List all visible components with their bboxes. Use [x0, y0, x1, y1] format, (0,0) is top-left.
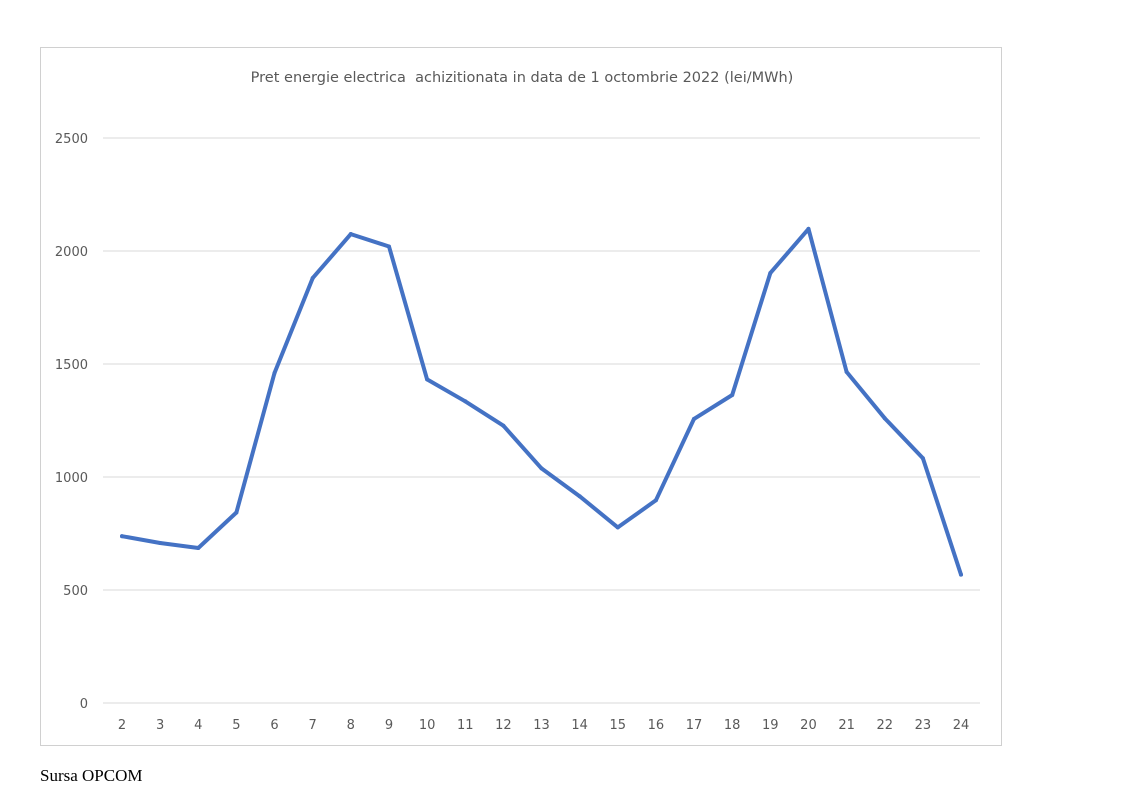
x-axis-tick-labels: 2 3 4 5 6 7 8 9 10 11 12 13 14 15 16 17 18 19 20 21 22 23 24: [118, 718, 969, 733]
chart-title: Pret energie electrica achizitionata in …: [251, 70, 794, 86]
data-point: [425, 377, 430, 382]
x-tick-label: 2: [118, 718, 126, 733]
x-tick-label: 15: [609, 718, 626, 733]
data-point: [234, 510, 239, 515]
data-point: [844, 369, 849, 374]
data-point: [882, 416, 887, 421]
data-point: [120, 534, 124, 539]
data-point: [577, 494, 582, 499]
data-point: [730, 392, 735, 397]
data-point: [272, 371, 277, 376]
data-point: [463, 399, 468, 404]
data-point: [959, 572, 963, 577]
y-tick-label: 2500: [55, 132, 88, 147]
x-tick-label: 23: [915, 718, 932, 733]
x-tick-label: 11: [457, 718, 474, 733]
x-tick-label: 16: [648, 718, 665, 733]
x-tick-label: 4: [194, 718, 202, 733]
series-line: [120, 226, 963, 577]
data-point: [310, 276, 315, 281]
source-note: Sursa OPCOM: [40, 766, 143, 785]
y-tick-label: 2000: [55, 245, 88, 260]
x-tick-label: 6: [270, 718, 278, 733]
x-tick-label: 7: [309, 718, 317, 733]
x-tick-label: 14: [571, 718, 588, 733]
data-point: [920, 456, 925, 461]
data-point: [196, 545, 201, 550]
chart-frame: [40, 47, 1002, 746]
y-tick-label: 500: [63, 584, 88, 599]
data-point: [348, 232, 353, 237]
x-tick-label: 17: [686, 718, 703, 733]
series-layer: [120, 226, 963, 577]
x-tick-label: 24: [953, 718, 970, 733]
x-tick-label: 8: [347, 718, 355, 733]
y-tick-label: 1000: [55, 471, 88, 486]
data-point: [692, 416, 697, 421]
data-point: [768, 271, 773, 276]
data-point: [806, 226, 811, 231]
x-tick-label: 19: [762, 718, 779, 733]
x-tick-label: 3: [156, 718, 164, 733]
gridlines: [103, 137, 980, 704]
x-tick-label: 13: [533, 718, 550, 733]
y-axis-tick-labels: 0 500 1000 1500 2000 2500: [55, 132, 88, 712]
x-tick-label: 21: [838, 718, 855, 733]
x-tick-label: 5: [232, 718, 240, 733]
y-tick-label: 0: [80, 697, 88, 712]
x-tick-label: 12: [495, 718, 512, 733]
data-point: [615, 525, 620, 530]
x-tick-label: 22: [876, 718, 893, 733]
x-tick-label: 18: [724, 718, 741, 733]
data-point: [158, 540, 163, 545]
y-tick-label: 1500: [55, 358, 88, 373]
data-point: [539, 466, 544, 471]
x-tick-label: 9: [385, 718, 393, 733]
x-tick-label: 20: [800, 718, 817, 733]
data-point: [386, 244, 391, 249]
data-point: [501, 423, 506, 428]
data-point: [653, 498, 658, 503]
x-tick-label: 10: [419, 718, 436, 733]
